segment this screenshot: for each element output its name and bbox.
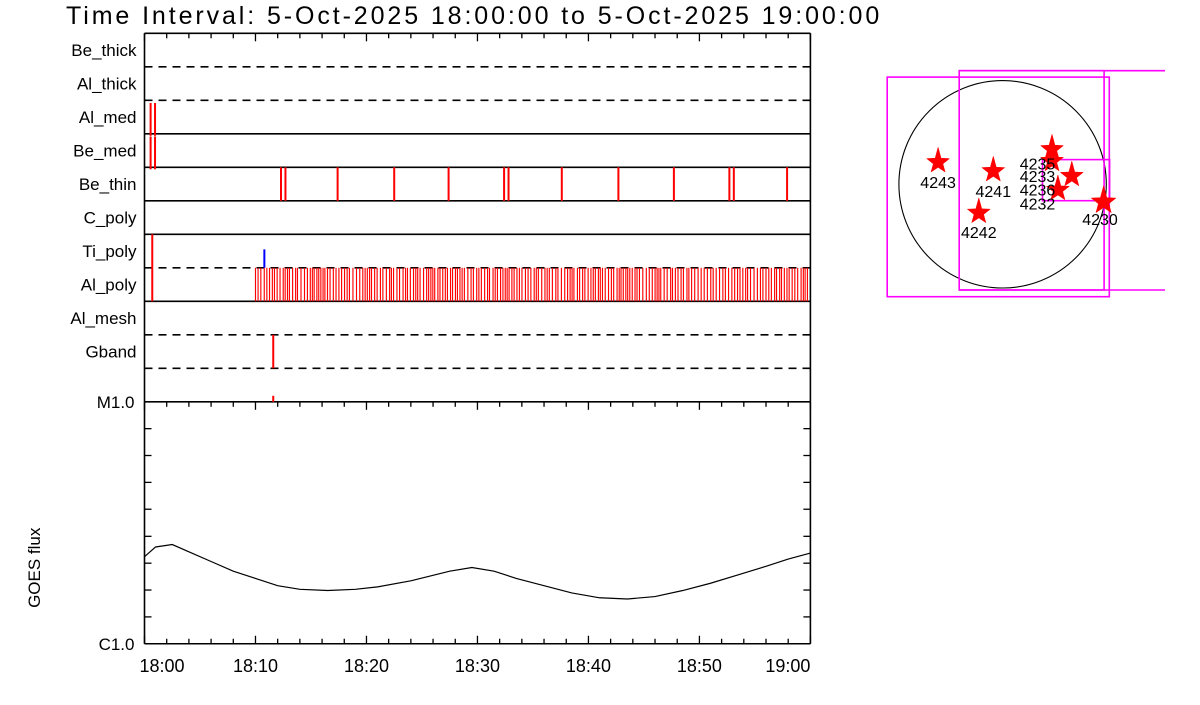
- svg-text:4241: 4241: [976, 184, 1012, 201]
- svg-text:4232: 4232: [1020, 196, 1056, 213]
- svg-text:18:00: 18:00: [140, 656, 185, 676]
- svg-text:Time Interval: 5-Oct-2025 18: Time Interval: 5-Oct-2025 18:00:00 to 5-…: [66, 2, 882, 30]
- svg-text:18:40: 18:40: [566, 656, 611, 676]
- svg-text:19:00: 19:00: [765, 656, 810, 676]
- svg-text:Al_thick: Al_thick: [77, 75, 137, 94]
- svg-text:Al_poly: Al_poly: [81, 276, 137, 295]
- svg-text:18:10: 18:10: [233, 656, 278, 676]
- svg-text:Be_thick: Be_thick: [71, 41, 137, 60]
- svg-text:Al_mesh: Al_mesh: [70, 309, 136, 328]
- svg-text:18:20: 18:20: [344, 656, 389, 676]
- svg-text:GOES flux: GOES flux: [25, 527, 44, 608]
- svg-text:M1.0: M1.0: [97, 393, 135, 412]
- svg-text:Ti_poly: Ti_poly: [82, 242, 137, 261]
- svg-text:4243: 4243: [920, 175, 956, 192]
- svg-text:18:30: 18:30: [455, 656, 500, 676]
- svg-text:C1.0: C1.0: [99, 635, 135, 654]
- svg-text:Gband: Gband: [85, 343, 136, 362]
- svg-text:Al_med: Al_med: [79, 108, 137, 127]
- svg-text:Be_med: Be_med: [73, 142, 136, 161]
- svg-text:C_poly: C_poly: [84, 209, 137, 228]
- svg-text:4242: 4242: [961, 225, 997, 242]
- svg-text:4230: 4230: [1082, 212, 1118, 229]
- svg-text:Be_thin: Be_thin: [79, 175, 137, 194]
- svg-text:18:50: 18:50: [677, 656, 722, 676]
